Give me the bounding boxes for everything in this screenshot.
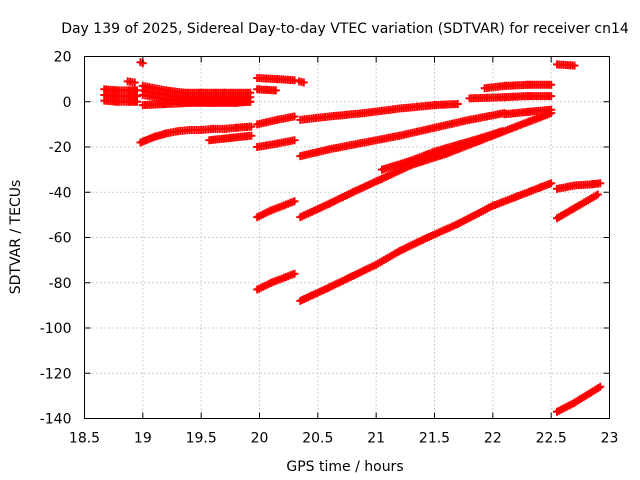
series-s5 bbox=[138, 97, 255, 110]
x-tick-label: 20 bbox=[251, 431, 269, 447]
data-point bbox=[299, 78, 308, 87]
y-tick-label: -40 bbox=[49, 185, 72, 201]
data-point bbox=[247, 122, 256, 131]
data-point bbox=[570, 61, 579, 70]
series-s13 bbox=[296, 100, 462, 124]
data-point bbox=[547, 80, 556, 89]
x-tick-label: 21.5 bbox=[419, 431, 450, 447]
x-tick-label: 19.5 bbox=[186, 431, 217, 447]
data-points bbox=[100, 58, 605, 416]
series-s21 bbox=[378, 109, 556, 183]
series-s27 bbox=[553, 382, 605, 416]
chart-title: Day 139 of 2025, Sidereal Day-to-day VTE… bbox=[61, 21, 629, 37]
data-point bbox=[290, 112, 299, 121]
data-point bbox=[290, 269, 299, 278]
x-tick-label: 22.5 bbox=[536, 431, 567, 447]
x-tick-label: 18.5 bbox=[69, 431, 100, 447]
series-s22 bbox=[253, 197, 299, 222]
tick-labels: 18.5 19 19.5 20 20.5 21 21.5 22 22.5 23 -140 -120 -1… bbox=[40, 50, 619, 447]
axis-ticks bbox=[84, 56, 610, 419]
series-s12 bbox=[253, 136, 299, 151]
series-s8 bbox=[253, 74, 299, 85]
series-s1 bbox=[100, 85, 141, 106]
data-point bbox=[547, 109, 556, 118]
y-tick-label: -120 bbox=[40, 366, 72, 382]
series-s23 bbox=[253, 269, 299, 294]
data-point bbox=[271, 86, 280, 95]
data-point bbox=[290, 76, 299, 85]
data-point bbox=[130, 78, 139, 87]
data-point bbox=[246, 97, 255, 106]
series-s7 bbox=[205, 131, 256, 145]
x-tick-label: 20.5 bbox=[302, 431, 333, 447]
y-tick-label: -60 bbox=[49, 231, 72, 247]
series-s28 bbox=[553, 60, 579, 70]
data-point bbox=[547, 92, 556, 101]
series-s3 bbox=[136, 58, 147, 68]
y-axis-label: SDTVAR / TECUs bbox=[8, 180, 24, 295]
series-s15 bbox=[465, 92, 556, 103]
series-s20 bbox=[296, 174, 386, 222]
data-point bbox=[596, 179, 605, 188]
y-tick-label: 20 bbox=[54, 50, 72, 66]
y-tick-label: -140 bbox=[40, 412, 72, 428]
data-point bbox=[453, 100, 462, 108]
series-s6 bbox=[136, 122, 256, 147]
series-s9 bbox=[295, 77, 308, 87]
series-s25 bbox=[553, 179, 605, 193]
x-axis-label: GPS time / hours bbox=[286, 459, 403, 475]
data-point bbox=[596, 382, 605, 391]
data-point bbox=[547, 179, 556, 188]
series-s24 bbox=[296, 179, 556, 305]
series-s11 bbox=[253, 112, 299, 129]
x-tick-label: 22 bbox=[484, 431, 502, 447]
series-s14 bbox=[296, 109, 509, 161]
data-point bbox=[593, 190, 602, 199]
series-s10 bbox=[253, 85, 280, 95]
series-s2 bbox=[123, 77, 139, 87]
y-tick-label: -20 bbox=[49, 140, 72, 156]
y-tick-label: -80 bbox=[49, 276, 72, 292]
series-s19 bbox=[378, 147, 439, 174]
x-tick-label: 21 bbox=[367, 431, 385, 447]
x-tick-label: 23 bbox=[601, 431, 619, 447]
series-s26 bbox=[553, 190, 602, 223]
data-point bbox=[290, 197, 299, 206]
y-tick-label: -100 bbox=[40, 321, 72, 337]
data-point bbox=[290, 136, 299, 145]
x-tick-label: 19 bbox=[134, 431, 152, 447]
data-point bbox=[247, 131, 256, 140]
series-s16 bbox=[480, 80, 556, 93]
data-point bbox=[246, 88, 255, 97]
y-tick-label: 0 bbox=[63, 95, 72, 111]
